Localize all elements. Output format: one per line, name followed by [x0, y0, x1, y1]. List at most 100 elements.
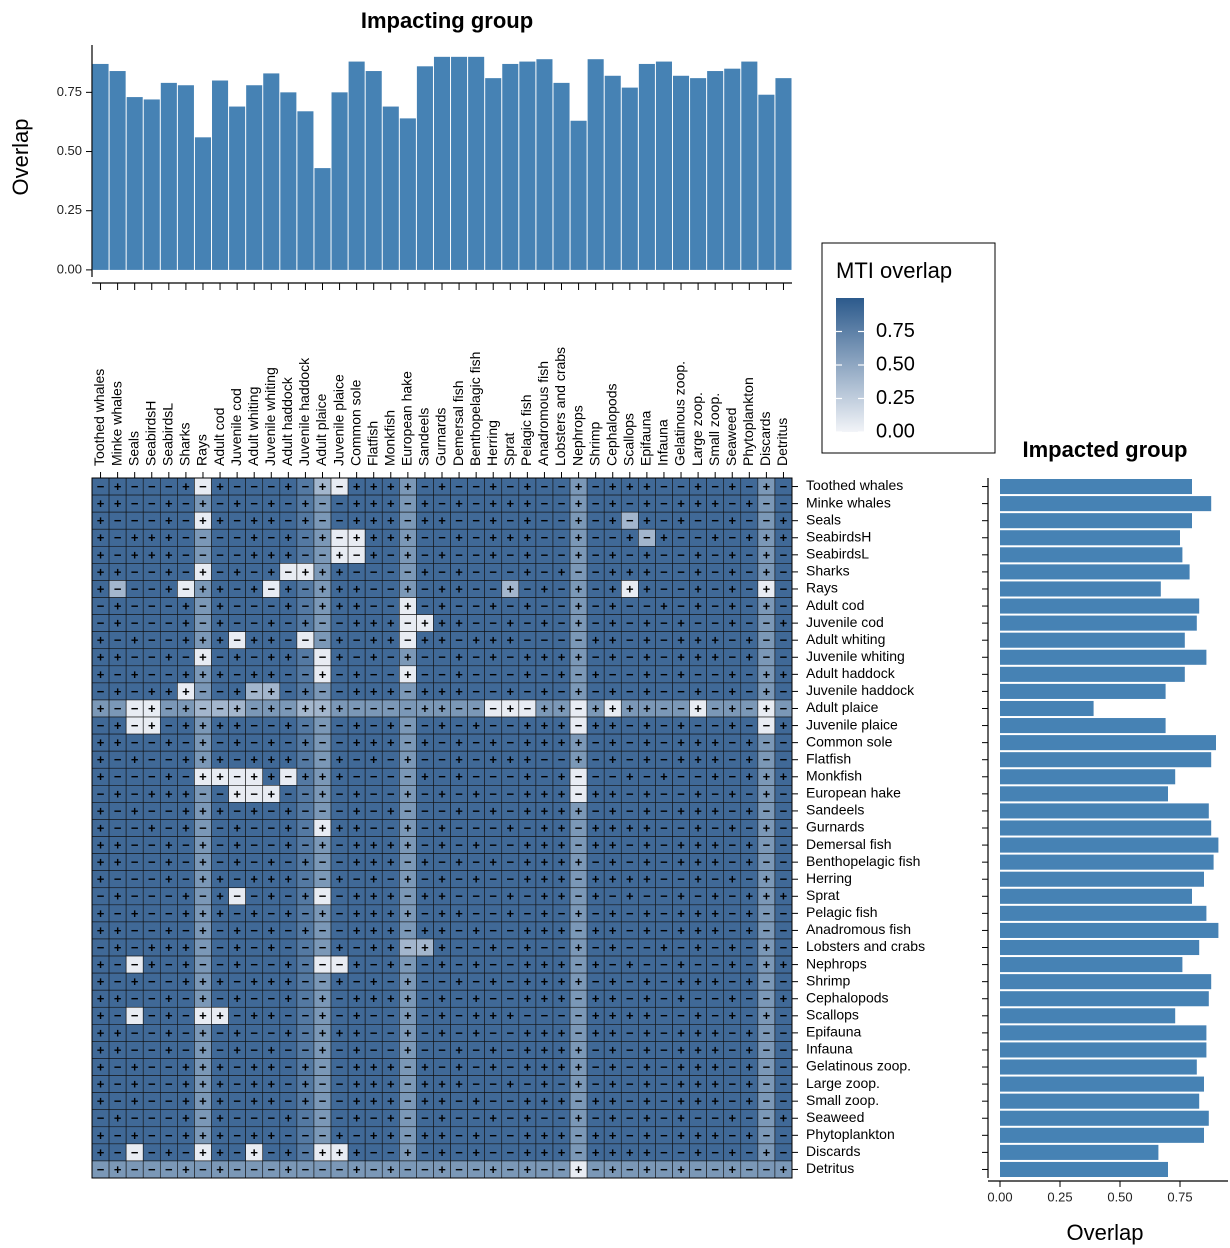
cell-sign: −: [472, 581, 480, 596]
cell-sign: +: [489, 1059, 497, 1074]
cell-sign: −: [780, 1059, 788, 1074]
cell-sign: +: [199, 496, 207, 511]
bar: [468, 56, 485, 270]
cell-sign: −: [506, 1162, 514, 1177]
cell-sign: −: [728, 889, 736, 904]
cell-sign: −: [472, 889, 480, 904]
cell-sign: +: [387, 496, 395, 511]
cell-sign: +: [643, 1145, 651, 1160]
cell-sign: −: [319, 547, 327, 562]
cell-sign: −: [592, 684, 600, 699]
cell-sign: +: [626, 957, 634, 972]
cell-sign: −: [199, 820, 207, 835]
cell-sign: +: [558, 769, 566, 784]
cell-sign: +: [199, 1077, 207, 1092]
cell-sign: −: [575, 701, 583, 716]
cell-sign: +: [558, 991, 566, 1006]
cell-sign: −: [763, 1042, 771, 1057]
cell-sign: −: [711, 872, 719, 887]
cell-sign: −: [302, 650, 310, 665]
cell-sign: −: [643, 769, 651, 784]
row-label: Nephrops: [806, 955, 867, 971]
cell-sign: −: [506, 1128, 514, 1143]
cell-sign: −: [165, 1162, 173, 1177]
cell-sign: −: [267, 803, 275, 818]
cell-sign: −: [131, 735, 139, 750]
cell-sign: −: [728, 974, 736, 989]
cell-sign: −: [728, 769, 736, 784]
cell-sign: −: [216, 786, 224, 801]
cell-sign: +: [114, 991, 122, 1006]
cell-sign: −: [319, 1162, 327, 1177]
cell-sign: +: [609, 1059, 617, 1074]
cell-sign: −: [165, 820, 173, 835]
cell-sign: −: [165, 479, 173, 494]
cell-sign: −: [558, 752, 566, 767]
col-label: Gurnards: [433, 408, 449, 466]
bar: [1000, 615, 1197, 631]
cell-sign: −: [233, 1059, 241, 1074]
cell-sign: −: [506, 513, 514, 528]
cell-sign: −: [592, 1077, 600, 1092]
cell-sign: −: [506, 957, 514, 972]
cell-sign: −: [131, 479, 139, 494]
cell-sign: +: [677, 889, 685, 904]
cell-sign: −: [438, 803, 446, 818]
cell-sign: +: [267, 1059, 275, 1074]
cell-sign: −: [541, 513, 549, 528]
bar: [177, 85, 194, 270]
cell-sign: −: [438, 855, 446, 870]
cell-sign: −: [319, 616, 327, 631]
cell-sign: −: [285, 735, 293, 750]
cell-sign: +: [182, 957, 190, 972]
cell-sign: +: [626, 889, 634, 904]
cell-sign: −: [353, 564, 361, 579]
cell-sign: +: [711, 855, 719, 870]
cell-sign: +: [370, 479, 378, 494]
bar: [399, 118, 416, 270]
cell-sign: −: [575, 923, 583, 938]
cell-sign: +: [489, 1042, 497, 1057]
cell-sign: +: [97, 513, 105, 528]
cell-sign: +: [438, 598, 446, 613]
cell-sign: −: [506, 650, 514, 665]
cell-sign: −: [780, 1128, 788, 1143]
cell-sign: +: [353, 1094, 361, 1109]
cell-sign: +: [165, 1008, 173, 1023]
col-label: Gelatinous zoop.: [672, 361, 688, 466]
cell-sign: +: [353, 906, 361, 921]
cell-sign: −: [353, 650, 361, 665]
cell-sign: +: [387, 513, 395, 528]
cell-sign: +: [421, 735, 429, 750]
cell-sign: +: [370, 838, 378, 853]
cell-sign: +: [336, 650, 344, 665]
cell-sign: −: [353, 974, 361, 989]
y-tick-label: 0.00: [57, 261, 82, 276]
cell-sign: +: [353, 496, 361, 511]
cell-sign: −: [148, 1025, 156, 1040]
cell-sign: +: [558, 974, 566, 989]
cell-sign: +: [472, 838, 480, 853]
col-label: Pelagic fish: [518, 394, 534, 466]
cell-sign: +: [472, 718, 480, 733]
row-label: Monkfish: [806, 767, 862, 783]
cell-sign: −: [97, 786, 105, 801]
bar: [1000, 700, 1094, 717]
cell-sign: −: [250, 838, 258, 853]
cell-sign: −: [746, 786, 754, 801]
cell-sign: −: [489, 1128, 497, 1143]
cell-sign: +: [728, 513, 736, 528]
cell-sign: −: [387, 1145, 395, 1160]
cell-sign: −: [711, 701, 719, 716]
cell-sign: +: [182, 701, 190, 716]
cell-sign: +: [285, 906, 293, 921]
cell-sign: −: [250, 889, 258, 904]
cell-sign: +: [353, 957, 361, 972]
cell-sign: +: [694, 581, 702, 596]
cell-sign: −: [131, 1111, 139, 1126]
cell-sign: −: [319, 496, 327, 511]
cell-sign: −: [711, 598, 719, 613]
bar: [126, 97, 143, 270]
cell-sign: −: [404, 957, 412, 972]
cell-sign: −: [319, 650, 327, 665]
